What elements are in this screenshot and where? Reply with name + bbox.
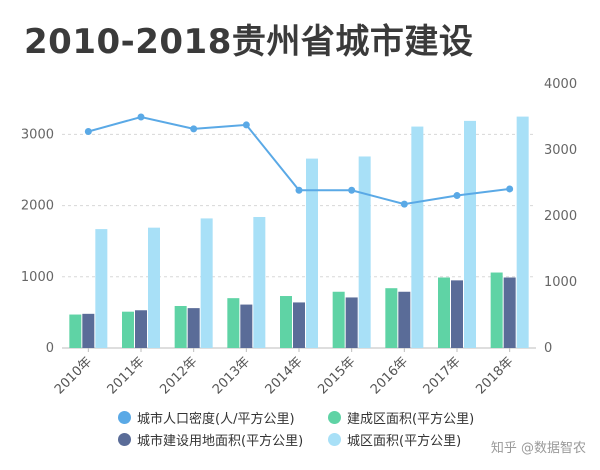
bar-1-8 [503, 277, 516, 348]
line-point-2 [190, 125, 198, 133]
bar-2-7 [464, 120, 476, 348]
x-tick-label: 2018年 [473, 354, 516, 397]
bar-2-5 [358, 156, 371, 348]
right-axis-tick-label: 2000 [544, 209, 577, 224]
right-axis-tick-label: 1000 [544, 275, 577, 290]
bar-1-4 [293, 302, 305, 348]
legend-swatch [328, 411, 341, 424]
legend-swatch [118, 411, 131, 424]
bar-2-0 [95, 229, 108, 348]
legend-swatch [328, 433, 341, 446]
bar-1-7 [451, 280, 463, 348]
bar-0-4 [280, 296, 292, 348]
bar-1-6 [398, 291, 411, 348]
x-tick-label: 2014年 [263, 354, 306, 397]
legend-swatch [118, 433, 131, 446]
bar-0-8 [490, 272, 503, 348]
bar-2-8 [516, 116, 529, 348]
legend-label: 城市建设用地面积(平方公里) [137, 434, 304, 449]
left-axis-tick-label: 0 [46, 341, 54, 356]
bar-1-3 [240, 304, 253, 348]
bar-0-1 [122, 311, 134, 348]
left-axis-tick-label: 1000 [21, 270, 54, 285]
line-point-8 [506, 185, 514, 193]
x-tick-label: 2015年 [315, 354, 358, 397]
bar-2-6 [411, 126, 424, 349]
legend-item-population-density[interactable]: 城市人口密度(人/平方公里) [118, 408, 295, 427]
right-axis-tick-label: 3000 [544, 143, 577, 158]
line-point-1 [137, 113, 145, 121]
bar-0-3 [227, 298, 240, 348]
bar-1-1 [135, 310, 147, 348]
left-axis-tick-label: 2000 [21, 199, 54, 214]
x-tick-label: 2013年 [210, 354, 253, 397]
bar-1-5 [345, 297, 358, 348]
bar-2-1 [148, 227, 160, 348]
bar-2-4 [306, 158, 318, 348]
bar-2-3 [253, 216, 266, 348]
line-point-0 [84, 128, 92, 136]
bar-0-6 [385, 288, 398, 348]
bar-0-2 [174, 305, 187, 348]
legend-label: 城区面积(平方公里) [347, 434, 462, 449]
line-point-6 [400, 200, 408, 208]
bar-1-2 [187, 308, 200, 348]
line-point-4 [295, 186, 303, 194]
legend-item-urban-area[interactable]: 城区面积(平方公里) [328, 430, 461, 449]
line-point-5 [348, 186, 356, 194]
right-axis-tick-label: 0 [544, 341, 552, 356]
bar-2-2 [200, 218, 213, 348]
legend-item-built-up-area[interactable]: 建成区面积(平方公里) [328, 408, 474, 427]
bar-1-0 [82, 313, 95, 348]
legend-label: 建成区面积(平方公里) [347, 412, 475, 427]
x-tick-label: 2011年 [105, 354, 148, 397]
watermark: 知乎 @数据智农 [490, 441, 586, 456]
x-tick-label: 2017年 [421, 354, 464, 397]
line-point-7 [453, 192, 461, 200]
legend-item-construction-land[interactable]: 城市建设用地面积(平方公里) [118, 430, 303, 449]
x-tick-label: 2012年 [157, 354, 200, 397]
line-point-3 [242, 121, 250, 129]
right-axis-tick-label: 4000 [544, 77, 577, 92]
left-axis-tick-label: 3000 [21, 127, 54, 142]
bar-0-0 [69, 314, 82, 348]
x-tick-label: 2010年 [52, 354, 95, 397]
bar-0-5 [332, 291, 345, 348]
bar-0-7 [438, 277, 450, 348]
x-tick-label: 2016年 [368, 354, 411, 397]
chart-title: 2010-2018贵州省城市建设 [24, 22, 474, 62]
legend-label: 城市人口密度(人/平方公里) [137, 412, 295, 427]
